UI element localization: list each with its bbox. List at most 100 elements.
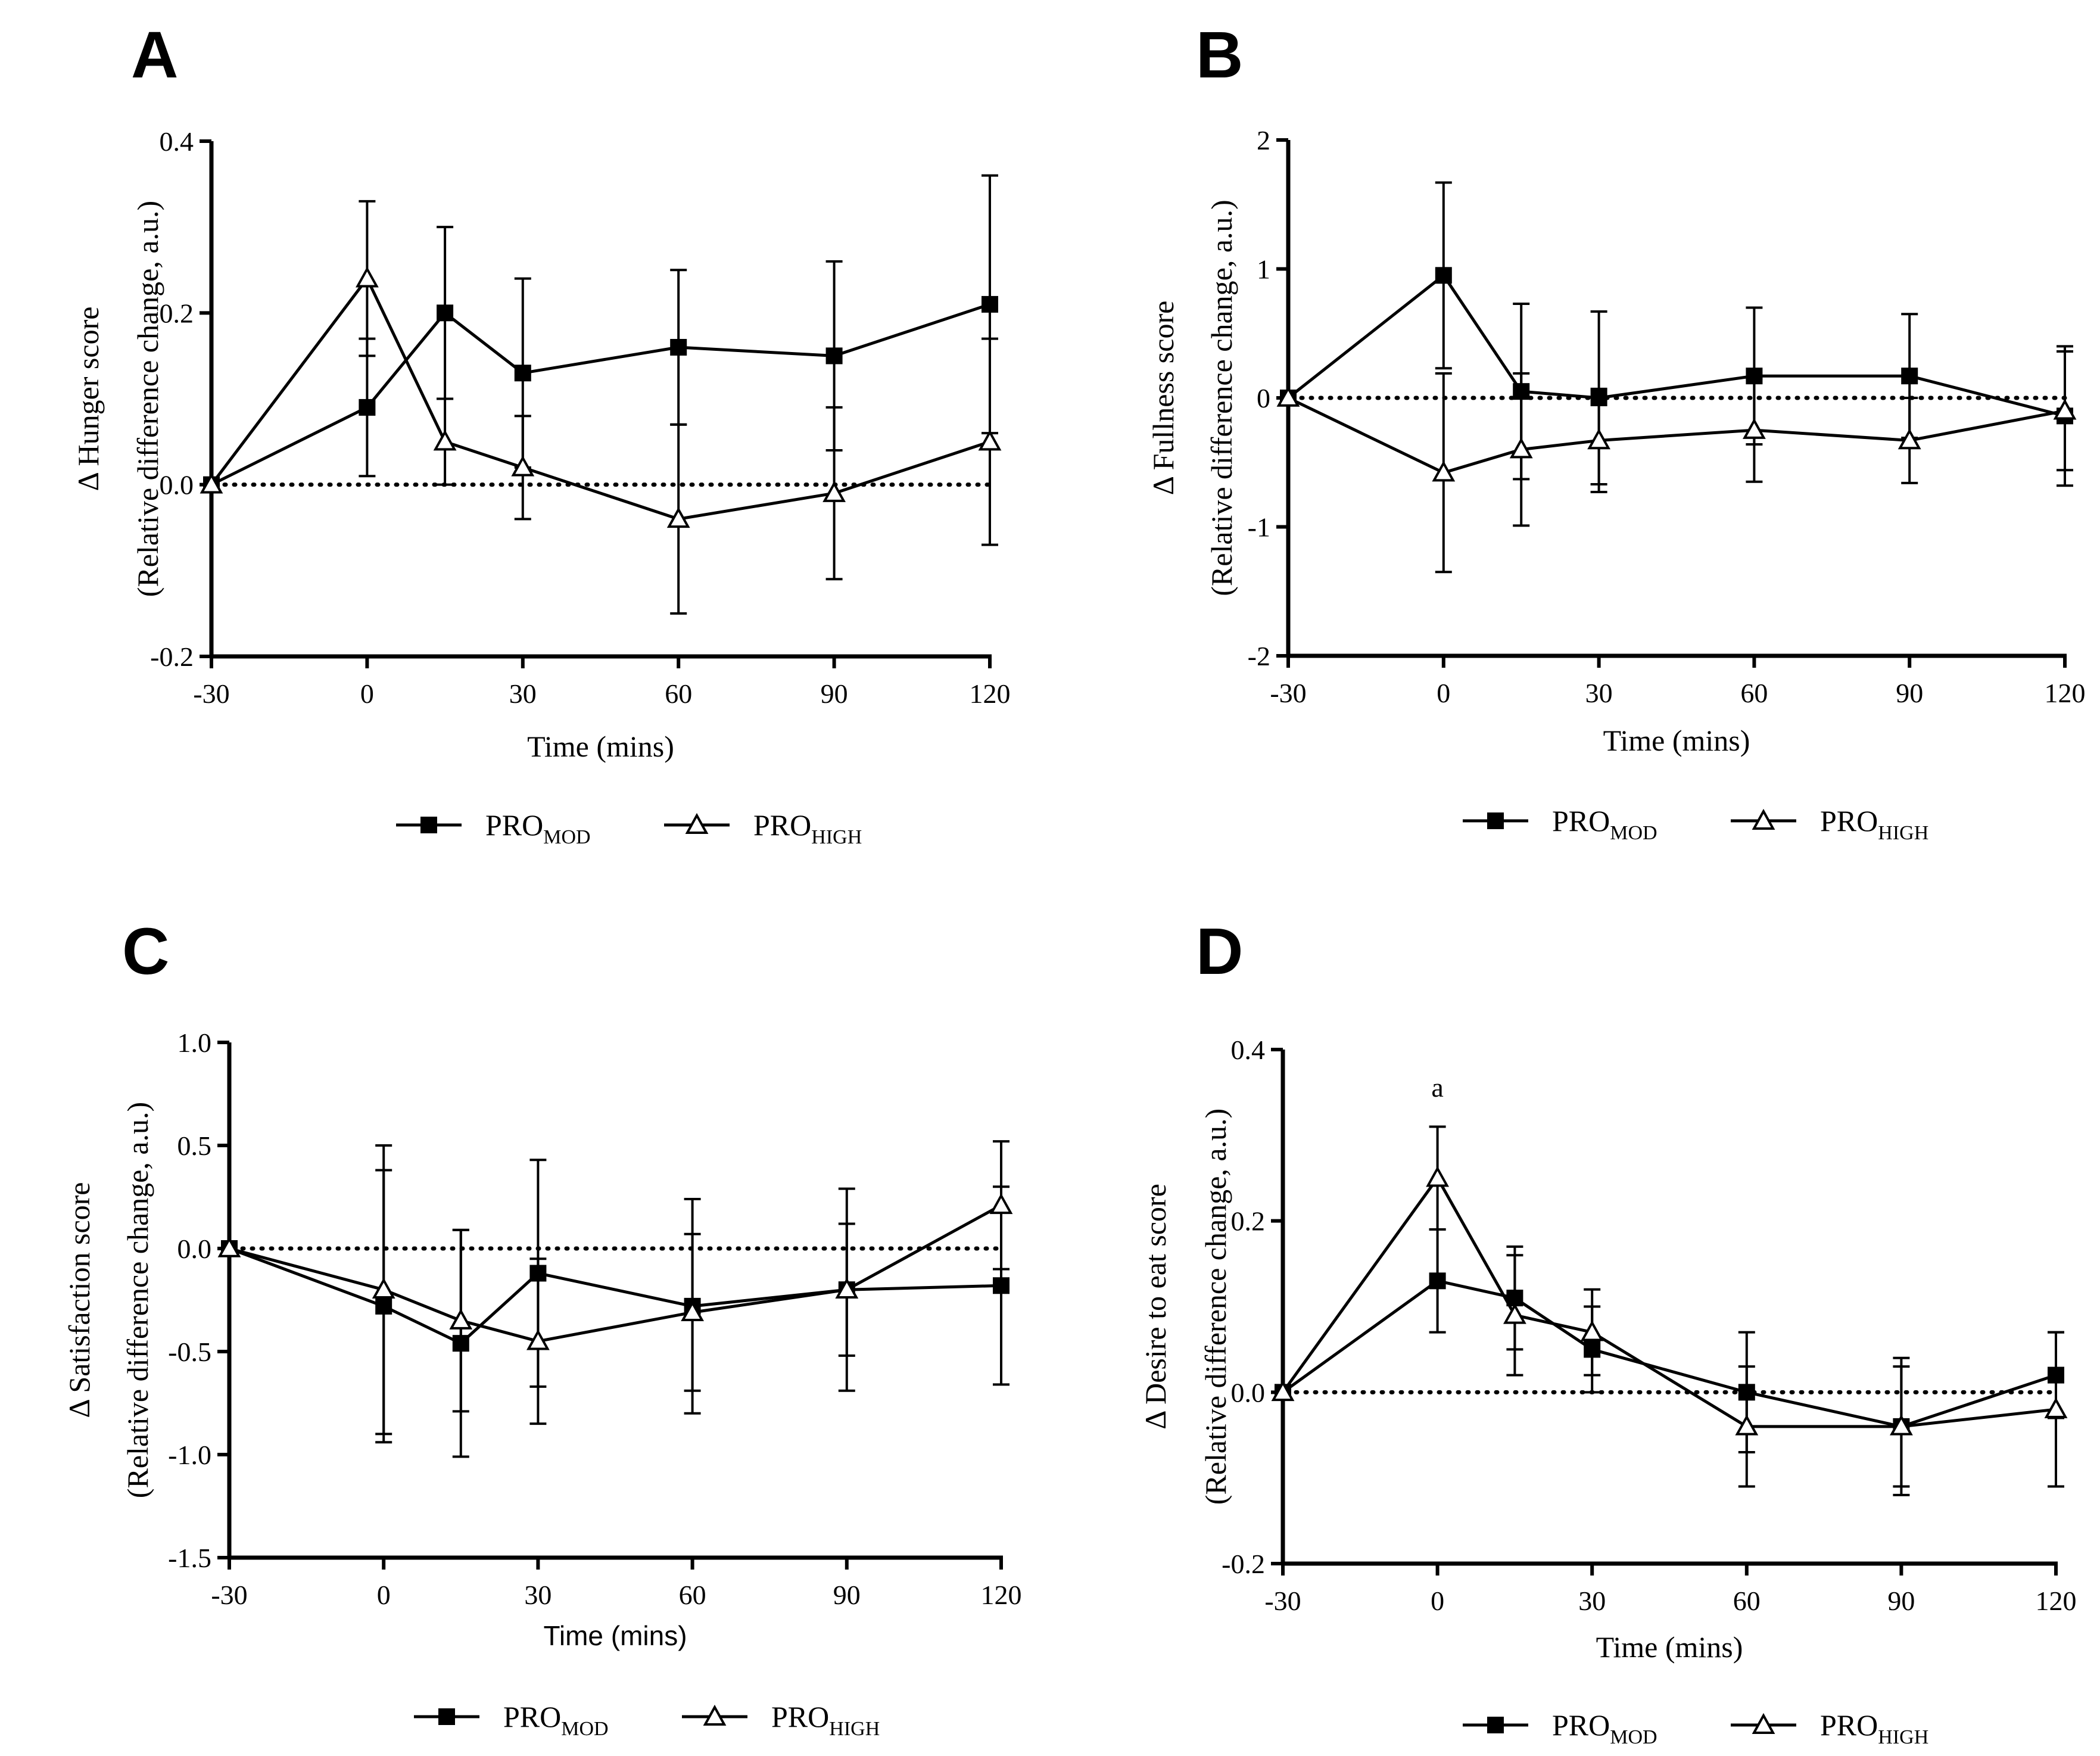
data-point bbox=[1426, 1166, 1449, 1187]
data-point bbox=[514, 365, 531, 382]
y-tick-label: 0.4 bbox=[160, 126, 194, 157]
legend-marker bbox=[703, 1704, 727, 1726]
series-high bbox=[217, 1140, 1013, 1436]
series-line bbox=[1287, 396, 2065, 475]
x-tick-label: 120 bbox=[2036, 1586, 2077, 1616]
y-tick-label: -1 bbox=[1248, 512, 1270, 543]
x-tick-label: -30 bbox=[1270, 678, 1306, 708]
legend-marker bbox=[420, 817, 437, 833]
x-axis-label: Time (mins) bbox=[1603, 724, 1750, 757]
data-point bbox=[356, 266, 379, 288]
data-point bbox=[822, 481, 846, 502]
y-tick-label: 1 bbox=[1257, 254, 1270, 285]
panel-letter: D bbox=[1196, 915, 1243, 988]
x-tick-label: 0 bbox=[377, 1580, 391, 1610]
legend-marker bbox=[1487, 1717, 1504, 1733]
legend-marker bbox=[1487, 812, 1504, 829]
series-line bbox=[229, 1247, 1002, 1345]
series-high bbox=[1271, 1125, 2068, 1488]
panel-b: B -2 -1 0 1 2 -30 0 30 60 90 120 Time (mins) Δ Fullne… bbox=[1146, 18, 2086, 844]
x-tick-label: 30 bbox=[509, 678, 537, 709]
significance-annotation: a bbox=[1431, 1072, 1443, 1103]
x-tick-label: 30 bbox=[1578, 1586, 1606, 1616]
y-tick-label: -1.0 bbox=[168, 1440, 211, 1470]
legend-marker bbox=[1752, 1713, 1775, 1734]
data-point bbox=[1890, 1414, 1913, 1436]
series-line bbox=[1282, 1279, 2057, 1428]
legend-label-subscript: HIGH bbox=[811, 826, 862, 848]
legend-label: PROMOD bbox=[485, 808, 591, 848]
legend-label-name: PRO bbox=[1820, 804, 1878, 837]
x-axis-label: Time (mins) bbox=[527, 730, 674, 763]
x-tick-label: 120 bbox=[970, 678, 1011, 709]
legend-label: PROMOD bbox=[1552, 1708, 1657, 1748]
data-point bbox=[670, 339, 687, 356]
x-tick-label: 60 bbox=[679, 1580, 706, 1610]
legend: PROMOD PROHIGH bbox=[1463, 804, 1928, 844]
x-tick-label: -30 bbox=[211, 1580, 247, 1610]
panel-letter: B bbox=[1196, 18, 1243, 92]
series-line bbox=[1281, 1176, 2057, 1428]
data-point bbox=[1580, 1320, 1604, 1341]
data-point bbox=[1429, 1272, 1446, 1290]
data-point bbox=[1898, 428, 1921, 450]
series-high bbox=[1276, 350, 2077, 574]
legend-label: PROHIGH bbox=[1820, 1708, 1928, 1748]
legend-label-name: PRO bbox=[753, 808, 811, 842]
y-tick-label: 0.4 bbox=[1231, 1035, 1266, 1065]
y-tick-label: 0.5 bbox=[177, 1131, 212, 1161]
y-tick-label: -0.5 bbox=[168, 1337, 211, 1367]
data-point bbox=[433, 429, 457, 451]
data-point bbox=[217, 1236, 241, 1257]
y-axis-label-line2: (Relative difference change, a.u.) bbox=[131, 201, 164, 597]
y-axis-label-line2: (Relative difference change, a.u.) bbox=[1199, 1109, 1232, 1505]
x-tick-label: 0 bbox=[360, 678, 374, 709]
legend-label: PROHIGH bbox=[1820, 804, 1928, 844]
y-tick-label: -0.2 bbox=[150, 642, 194, 672]
y-tick-label: 0.0 bbox=[177, 1234, 212, 1264]
legend-label-subscript: MOD bbox=[561, 1718, 608, 1740]
x-tick-label: 90 bbox=[821, 678, 848, 709]
legend-label-subscript: HIGH bbox=[1878, 1726, 1928, 1748]
y-tick-label: 0.2 bbox=[1231, 1206, 1266, 1237]
x-tick-label: 120 bbox=[981, 1580, 1022, 1610]
legend-marker bbox=[438, 1708, 455, 1725]
y-tick-label: -0.2 bbox=[1222, 1549, 1265, 1579]
legend-label-name: PRO bbox=[1552, 804, 1610, 837]
data-point bbox=[1503, 1303, 1526, 1324]
legend-label: PROMOD bbox=[1552, 804, 1657, 844]
x-tick-label: 90 bbox=[1896, 678, 1923, 708]
panel-c: C -1.5 -1.0 -0.5 0.0 0.5 1.0 -30 0 30 60 90 120 Time … bbox=[63, 915, 1022, 1740]
legend-label-subscript: MOD bbox=[1610, 822, 1657, 844]
data-point bbox=[1435, 267, 1452, 284]
data-point bbox=[2053, 398, 2077, 420]
data-point bbox=[666, 507, 690, 528]
y-tick-label: 0.0 bbox=[160, 470, 194, 500]
data-point bbox=[2044, 1397, 2068, 1418]
legend-label-subscript: MOD bbox=[543, 826, 590, 848]
data-point bbox=[437, 304, 454, 322]
series-mod bbox=[1280, 181, 2073, 487]
legend-label-subscript: MOD bbox=[1610, 1726, 1657, 1748]
data-point bbox=[526, 1329, 550, 1350]
data-point bbox=[993, 1277, 1010, 1294]
legend-label-name: PRO bbox=[503, 1700, 561, 1733]
y-axis-label-line2: (Relative difference change, a.u.) bbox=[1205, 200, 1238, 596]
y-axis-label-line1: Δ Fullness score bbox=[1146, 301, 1180, 496]
x-axis-label: Time (mins) bbox=[1596, 1630, 1743, 1664]
legend: PROMOD PROHIGH bbox=[396, 808, 862, 848]
data-point bbox=[359, 398, 376, 416]
data-point bbox=[1901, 368, 1918, 385]
data-point bbox=[978, 429, 1002, 451]
series-mod bbox=[1275, 1228, 2064, 1496]
legend-marker bbox=[685, 812, 709, 834]
y-tick-label: 0 bbox=[1257, 383, 1270, 413]
legend: PROMOD PROHIGH bbox=[414, 1700, 880, 1740]
legend-label-name: PRO bbox=[485, 808, 543, 842]
y-tick-label: -1.5 bbox=[168, 1543, 211, 1573]
x-tick-label: 90 bbox=[833, 1580, 861, 1610]
legend-label: PROHIGH bbox=[771, 1700, 880, 1740]
y-tick-label: 0.2 bbox=[160, 298, 194, 328]
legend-label: PROMOD bbox=[503, 1700, 609, 1740]
panel-letter: A bbox=[131, 18, 178, 92]
